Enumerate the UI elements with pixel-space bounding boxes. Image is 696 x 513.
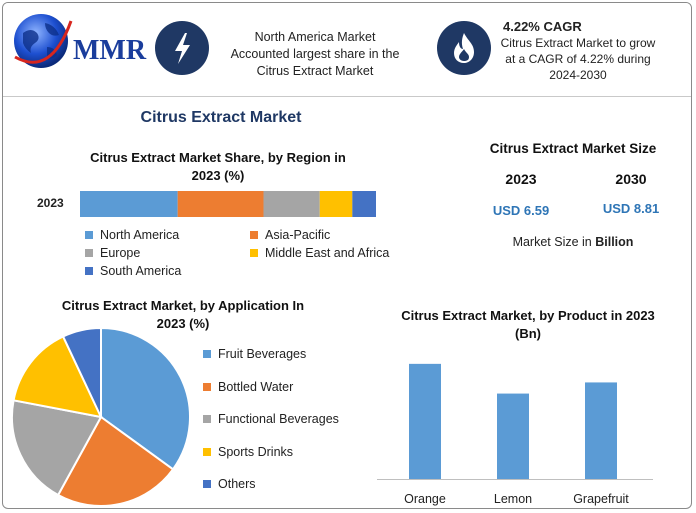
legend-swatch — [85, 231, 93, 239]
market-size-unit-prefix: Market Size in — [512, 235, 596, 249]
lightning-icon — [155, 21, 209, 75]
product-bar — [585, 382, 617, 479]
product-bar-chart: Orange Lemon Grapefruit — [377, 363, 653, 506]
region-stacked-bar-chart — [80, 191, 376, 217]
legend-label: Functional Beverages — [218, 412, 339, 426]
region-info: North America Market Accounted largest s… — [215, 29, 415, 80]
application-chart-title-line: 2023 (%) — [156, 316, 210, 331]
header-divider — [3, 96, 691, 97]
legend-label: Asia-Pacific — [265, 228, 331, 242]
legend-swatch — [203, 382, 211, 391]
market-size-year: 2023 — [505, 171, 537, 187]
region-category-label: 2023 — [37, 196, 64, 210]
application-legend-item: Others — [203, 477, 256, 491]
legend-label: Fruit Beverages — [218, 347, 307, 361]
market-size-value: USD 8.81 — [602, 201, 660, 216]
product-chart-title-line: Citrus Extract Market, by Product in 202… — [401, 308, 655, 323]
pie-slice — [56, 415, 175, 507]
region-bar-segment — [263, 191, 320, 217]
application-chart-title-line: Citrus Extract Market, by Application In — [61, 298, 305, 313]
header-band — [3, 3, 691, 96]
flame-icon — [437, 21, 491, 75]
legend-label: Middle East and Africa — [265, 246, 390, 260]
region-bar-segment — [177, 191, 264, 217]
legend-swatch — [85, 249, 93, 257]
region-chart-title-line: Citrus Extract Market Share, by Region i… — [90, 150, 346, 165]
legend-swatch — [203, 447, 211, 456]
region-info-line: North America Market — [254, 30, 376, 44]
cagr-line: at a CAGR of 4.22% during — [505, 52, 651, 66]
region-legend: North America Asia-Pacific Europe Middle Ea… — [85, 228, 415, 288]
page-title: Citrus Extract Market — [140, 109, 302, 126]
legend-swatch — [85, 267, 93, 275]
legend-swatch — [250, 231, 258, 239]
legend-swatch — [203, 350, 211, 358]
pie-slice — [12, 335, 103, 419]
product-tick-label: Lemon — [494, 492, 532, 506]
region-legend-item: North America — [85, 228, 179, 242]
pie-slice — [61, 327, 102, 418]
product-tick-label: Orange — [404, 492, 446, 506]
product-chart-title: Citrus Extract Market, by Product in 202… — [373, 307, 683, 343]
market-size-unit-bold: Billion — [595, 235, 634, 249]
market-size-value: USD 6.59 — [492, 203, 550, 218]
legend-label: Bottled Water — [218, 379, 294, 394]
pie-slice — [11, 399, 103, 497]
application-legend-item: Bottled Water — [203, 380, 293, 394]
product-chart-title-line: (Bn) — [515, 326, 541, 341]
region-legend-item: Europe — [85, 246, 140, 260]
market-size-title: Citrus Extract Market Size — [489, 141, 657, 156]
region-info-line: Accounted largest share in the — [230, 47, 400, 61]
infographic-frame: MMR North America Market Accounted large… — [2, 2, 692, 509]
application-legend-item: Sports Drinks — [203, 445, 293, 459]
application-pie-chart — [11, 327, 191, 507]
cagr-headline: 4.22% CAGR — [503, 19, 582, 34]
legend-label: Others — [218, 477, 256, 491]
market-size-unit: Market Size in Billion — [483, 235, 663, 249]
cagr-info: 4.22% CAGR Citrus Extract Market to grow… — [493, 19, 663, 83]
legend-label: Europe — [100, 246, 141, 260]
cagr-line: 2024-2030 — [549, 68, 607, 82]
legend-label: South America — [100, 264, 182, 278]
region-info-line: Citrus Extract Market — [256, 64, 374, 78]
product-bar — [409, 363, 441, 479]
region-legend-item: Middle East and Africa — [250, 246, 389, 260]
region-bar-segment — [319, 191, 353, 217]
logo-text: MMR — [73, 35, 147, 66]
region-bar-segment — [352, 191, 376, 217]
legend-swatch — [203, 415, 211, 423]
product-tick-label: Grapefruit — [573, 492, 629, 506]
region-legend-item: South America — [85, 264, 181, 278]
region-bar-segment — [80, 191, 178, 217]
legend-swatch — [203, 480, 211, 488]
globe-icon — [14, 14, 73, 68]
pie-slice — [100, 327, 191, 471]
logo: MMR — [11, 11, 151, 75]
application-legend: Fruit Beverages Bottled Water Functional B… — [203, 347, 363, 507]
region-legend-item: Asia-Pacific — [250, 228, 330, 242]
application-legend-item: Functional Beverages — [203, 412, 339, 426]
region-chart-title: Citrus Extract Market Share, by Region i… — [63, 149, 373, 185]
legend-label: North America — [100, 228, 180, 242]
market-size-year: 2030 — [615, 171, 647, 187]
cagr-line: Citrus Extract Market to grow — [500, 36, 656, 50]
legend-label: Sports Drinks — [218, 444, 294, 459]
legend-swatch — [250, 249, 258, 257]
application-chart-title: Citrus Extract Market, by Application In… — [23, 297, 343, 333]
region-chart-title-line: 2023 (%) — [191, 168, 245, 183]
application-legend-item: Fruit Beverages — [203, 347, 306, 361]
product-bar — [497, 393, 529, 479]
